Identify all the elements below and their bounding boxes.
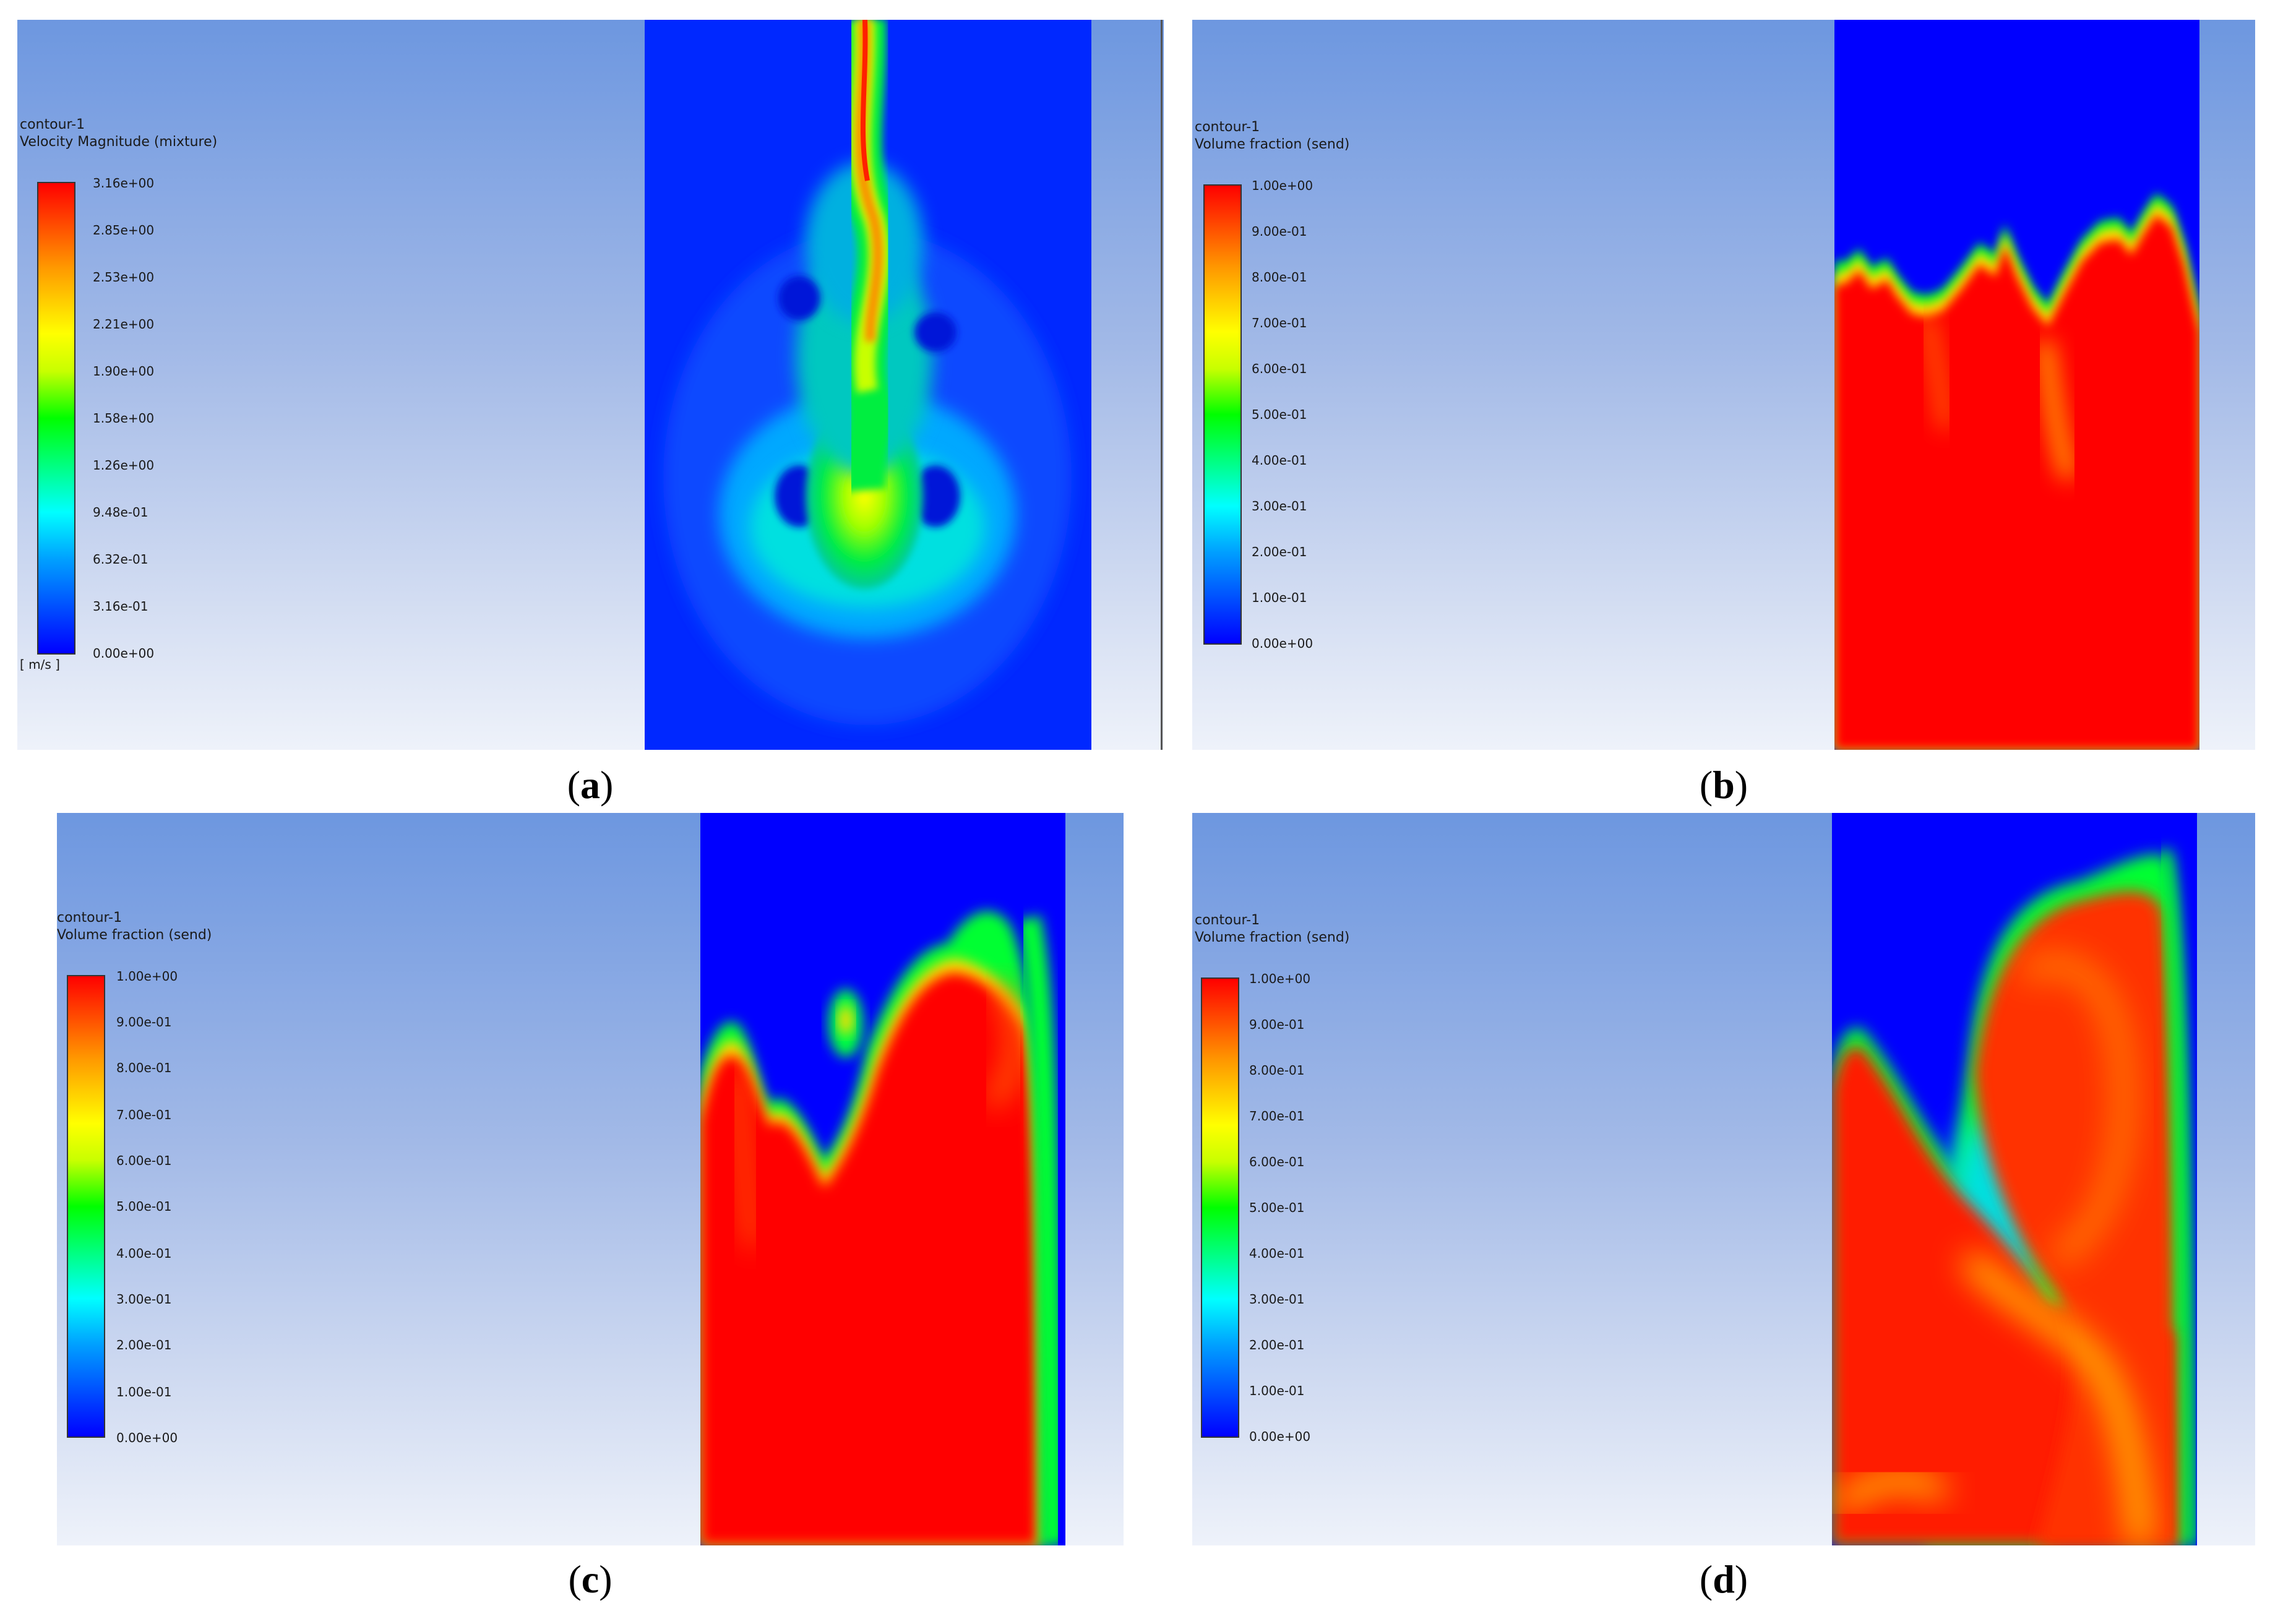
legend-tick: 5.00e-01 — [1249, 1200, 1305, 1215]
legend-tick: 2.21e+00 — [93, 317, 155, 332]
legend-tick: 7.00e-01 — [116, 1107, 172, 1122]
legend-tick: 1.26e+00 — [93, 458, 155, 473]
panel-b: contour-1 Volume fraction (send) 1.00e+0… — [1192, 20, 2255, 750]
legend-quantity: Velocity Magnitude (mixture) — [20, 134, 218, 150]
legend-quantity: Volume fraction (send) — [1195, 930, 1350, 945]
legend-tick: 1.58e+00 — [93, 411, 155, 426]
volume-fraction-contour-field — [1832, 813, 2197, 1545]
legend-tick: 2.00e-01 — [1249, 1338, 1305, 1352]
legend-colorbar — [1201, 977, 1239, 1438]
legend-tick: 8.00e-01 — [116, 1060, 172, 1075]
legend-tick: 4.00e-01 — [116, 1246, 172, 1261]
legend-quantity: Volume fraction (send) — [57, 927, 212, 943]
legend-tick: 2.00e-01 — [116, 1338, 172, 1352]
legend-tick: 3.00e-01 — [1252, 499, 1307, 513]
legend-tick: 6.00e-01 — [116, 1153, 172, 1168]
legend-name: contour-1 — [1195, 913, 1260, 928]
panel-d: contour-1 Volume fraction (send) 1.00e+0… — [1192, 813, 2255, 1545]
panel-divider — [1161, 20, 1163, 750]
legend-tick: 6.00e-01 — [1252, 361, 1307, 376]
legend-tick: 8.00e-01 — [1249, 1063, 1305, 1078]
legend-tick: 0.00e+00 — [116, 1430, 178, 1445]
legend-tick: 5.00e-01 — [1252, 407, 1307, 422]
volume-fraction-contour-field — [1834, 20, 2199, 750]
legend-tick: 3.00e-01 — [1249, 1292, 1305, 1307]
legend-tick: 9.00e-01 — [1252, 224, 1307, 239]
legend-tick: 1.00e-01 — [1252, 590, 1307, 605]
legend-quantity: Volume fraction (send) — [1195, 137, 1350, 152]
legend-tick: 0.00e+00 — [93, 646, 155, 661]
panel-caption-a: (a) — [567, 763, 614, 807]
legend-tick: 2.00e-01 — [1252, 544, 1307, 559]
legend-tick: 8.00e-01 — [1252, 270, 1307, 285]
legend-colorbar — [37, 182, 75, 655]
legend-tick: 6.32e-01 — [93, 552, 148, 567]
legend-tick: 6.00e-01 — [1249, 1154, 1305, 1169]
legend-tick: 4.00e-01 — [1249, 1246, 1305, 1261]
velocity-contour-field — [645, 20, 1091, 750]
legend-tick: 7.00e-01 — [1252, 316, 1307, 330]
legend-name: contour-1 — [57, 910, 123, 926]
legend-tick: 4.00e-01 — [1252, 453, 1307, 468]
legend-tick: 0.00e+00 — [1249, 1429, 1311, 1444]
legend-tick: 2.85e+00 — [93, 223, 155, 238]
legend-tick: 2.53e+00 — [93, 270, 155, 285]
legend-tick: 9.48e-01 — [93, 505, 148, 520]
panel-caption-b: (b) — [1699, 763, 1748, 807]
legend-tick: 3.16e-01 — [93, 599, 148, 614]
legend-tick: 7.00e-01 — [1249, 1109, 1305, 1123]
volume-fraction-contour-field — [700, 813, 1065, 1545]
legend-tick: 1.00e+00 — [1252, 178, 1313, 193]
legend-name: contour-1 — [20, 117, 85, 132]
panel-a: contour-1 Velocity Magnitude (mixture) 3… — [17, 20, 1164, 750]
legend-name: contour-1 — [1195, 119, 1260, 135]
legend-unit: [ m/s ] — [20, 657, 60, 672]
legend-tick: 5.00e-01 — [116, 1199, 172, 1214]
legend-tick: 3.16e+00 — [93, 176, 155, 191]
legend-tick: 1.00e-01 — [116, 1385, 172, 1399]
panel-c: contour-1 Volume fraction (send) 1.00e+0… — [57, 813, 1124, 1545]
legend-colorbar — [67, 975, 105, 1438]
legend-tick: 9.00e-01 — [1249, 1017, 1305, 1032]
legend-tick: 1.00e+00 — [1249, 971, 1311, 986]
legend-tick: 1.90e+00 — [93, 364, 155, 379]
legend-tick: 3.00e-01 — [116, 1292, 172, 1307]
legend-tick: 1.00e-01 — [1249, 1383, 1305, 1398]
legend-tick: 0.00e+00 — [1252, 636, 1313, 651]
legend-tick: 9.00e-01 — [116, 1015, 172, 1029]
panel-caption-d: (d) — [1699, 1557, 1748, 1601]
panel-caption-c: (c) — [568, 1557, 613, 1601]
legend-colorbar — [1203, 184, 1242, 645]
legend-tick: 1.00e+00 — [116, 969, 178, 984]
